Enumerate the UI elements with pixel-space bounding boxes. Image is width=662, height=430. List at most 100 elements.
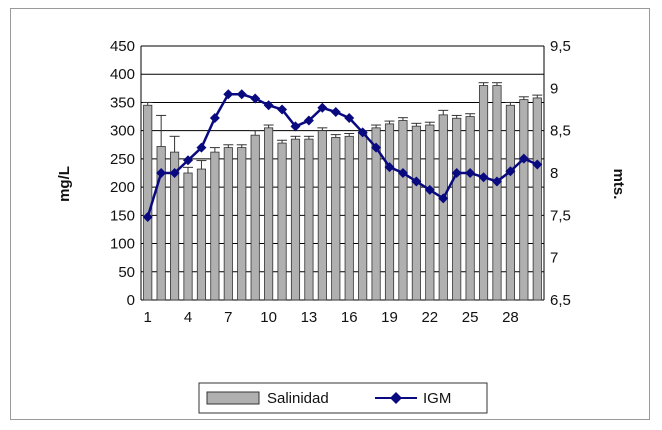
salinidad-bar bbox=[452, 117, 462, 301]
igm-point bbox=[344, 112, 355, 123]
salinidad-bar bbox=[438, 114, 448, 301]
y-tick-label: 200 bbox=[110, 179, 135, 196]
y2-tick-label: 8 bbox=[550, 165, 558, 182]
error-bar bbox=[397, 117, 408, 121]
igm-point bbox=[465, 168, 476, 178]
error-bar bbox=[223, 144, 234, 148]
y2-tick-label: 7,5 bbox=[550, 207, 571, 224]
igm-point bbox=[424, 184, 435, 195]
error-bar bbox=[303, 135, 314, 140]
chart-frame: 0 50 100 150 200 250 300 350 400 450 6,5 7 7,5 8 8,5 9… bbox=[10, 8, 650, 420]
salinidad-bar bbox=[264, 127, 274, 301]
salinidad-bars bbox=[143, 85, 542, 301]
salinidad-bar bbox=[478, 85, 489, 301]
salinidad-bar bbox=[223, 147, 233, 301]
error-bar bbox=[290, 135, 301, 140]
error-bar bbox=[424, 121, 435, 126]
salinidad-bar bbox=[196, 168, 207, 301]
salinidad-bar bbox=[492, 85, 502, 301]
salinidad-bar bbox=[183, 172, 193, 301]
error-bar bbox=[196, 160, 207, 170]
y2-tick-label: 7 bbox=[550, 250, 558, 267]
y2-axis-title: mts. bbox=[610, 169, 627, 200]
error-bar bbox=[451, 114, 462, 119]
error-bar bbox=[491, 82, 502, 86]
error-bar bbox=[250, 130, 261, 136]
salinidad-bar bbox=[398, 120, 408, 301]
igm-point bbox=[156, 168, 167, 178]
salinidad-bar bbox=[532, 97, 542, 301]
x-tick-label: 19 bbox=[381, 309, 398, 326]
igm-point bbox=[277, 104, 288, 115]
salinidad-bar bbox=[143, 104, 153, 301]
error-bar bbox=[156, 114, 167, 147]
y-axis-title: mg/L bbox=[56, 166, 73, 202]
error-bar bbox=[344, 132, 355, 137]
error-bar bbox=[371, 124, 382, 128]
gridlines bbox=[140, 45, 545, 301]
x-axis-ticks: 1 4 7 10 13 16 19 22 25 28 bbox=[144, 309, 519, 326]
igm-point bbox=[357, 127, 368, 138]
salinidad-bar bbox=[358, 133, 368, 301]
error-bar bbox=[277, 139, 288, 144]
x-tick-label: 7 bbox=[224, 309, 232, 326]
salinidad-bar bbox=[317, 130, 327, 301]
y-tick-label: 150 bbox=[110, 207, 135, 224]
error-bar bbox=[518, 96, 529, 100]
legend-igm-marker bbox=[390, 392, 402, 404]
error-bar bbox=[142, 101, 153, 106]
igm-point bbox=[263, 100, 274, 111]
x-tick-label: 25 bbox=[462, 309, 479, 326]
x-tick-label: 10 bbox=[260, 309, 277, 326]
igm-point bbox=[518, 153, 529, 164]
salinidad-bar bbox=[425, 124, 435, 301]
igm-point bbox=[290, 121, 301, 132]
igm-point bbox=[142, 212, 153, 223]
x-tick-label: 16 bbox=[341, 309, 358, 326]
salinidad-bar bbox=[277, 142, 287, 301]
error-bar bbox=[478, 82, 489, 86]
y-axis-left-ticks: 0 50 100 150 200 250 300 350 400 450 bbox=[110, 38, 135, 309]
igm-point bbox=[397, 168, 408, 178]
salinidad-bar bbox=[519, 99, 529, 301]
error-bar bbox=[263, 124, 274, 128]
legend-salinidad-label: Salinidad bbox=[267, 390, 329, 407]
y2-tick-label: 9,5 bbox=[550, 38, 571, 55]
igm-point bbox=[384, 162, 395, 173]
error-bar bbox=[169, 135, 180, 153]
error-bar bbox=[384, 120, 395, 124]
error-bar bbox=[411, 122, 422, 127]
x-tick-label: 1 bbox=[144, 309, 152, 326]
salinidad-bar bbox=[384, 123, 395, 301]
error-bar bbox=[183, 166, 194, 173]
igm-point bbox=[223, 89, 234, 100]
error-bar bbox=[209, 147, 220, 153]
legend-salinidad-swatch bbox=[206, 391, 260, 405]
salinidad-bar bbox=[237, 147, 247, 301]
error-bar bbox=[236, 144, 247, 148]
igm-point bbox=[303, 115, 314, 126]
salinidad-bar bbox=[465, 116, 475, 301]
y-tick-label: 250 bbox=[110, 151, 135, 168]
error-bar bbox=[532, 94, 543, 98]
igm-point bbox=[411, 176, 422, 187]
igm-point bbox=[209, 112, 220, 123]
y-tick-label: 100 bbox=[110, 236, 135, 253]
igm-point bbox=[451, 168, 462, 178]
combo-chart: 0 50 100 150 200 250 300 350 400 450 6,5 7 7,5 8 8,5 9… bbox=[56, 38, 627, 414]
y-tick-label: 350 bbox=[110, 94, 135, 111]
igm-point bbox=[236, 89, 247, 100]
x-tick-label: 22 bbox=[421, 309, 438, 326]
legend: Salinidad IGM bbox=[198, 382, 488, 414]
igm-point bbox=[532, 159, 543, 170]
error-bar bbox=[465, 113, 476, 117]
salinidad-bar bbox=[304, 138, 314, 301]
error-bar bbox=[330, 134, 341, 138]
igm-point bbox=[371, 142, 382, 153]
igm-point bbox=[169, 168, 180, 178]
y-tick-label: 300 bbox=[110, 123, 135, 140]
igm-point bbox=[250, 93, 261, 104]
y2-tick-label: 8,5 bbox=[550, 123, 571, 140]
igm-point bbox=[438, 193, 449, 204]
salinidad-bar bbox=[290, 138, 301, 301]
